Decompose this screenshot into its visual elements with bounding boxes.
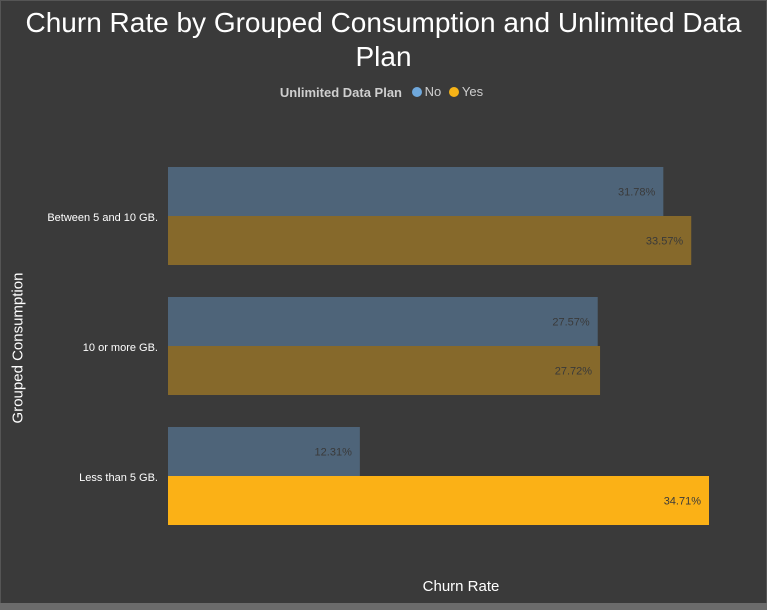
bar[interactable] xyxy=(168,216,692,265)
chart-title: Churn Rate by Grouped Consumption and Un… xyxy=(25,7,742,72)
bar[interactable] xyxy=(168,476,709,525)
legend-dot-yes-icon xyxy=(448,86,459,97)
data-label: 31.78% xyxy=(618,187,656,199)
y-axis-label: Grouped Consumption xyxy=(9,272,27,424)
bar[interactable] xyxy=(168,427,360,476)
data-label: 27.72% xyxy=(555,366,593,378)
legend-item-yes[interactable]: Yes xyxy=(448,84,484,99)
legend-title: Unlimited Data Plan xyxy=(279,84,402,100)
bar[interactable] xyxy=(168,297,598,346)
bar[interactable] xyxy=(168,167,664,216)
y-tick-label: Less than 5 GB. xyxy=(79,472,158,484)
y-tick-label: 10 or more GB. xyxy=(83,342,158,354)
legend: Unlimited Data Plan No Yes xyxy=(0,84,767,100)
data-label: 33.57% xyxy=(646,236,684,248)
legend-label-no: No xyxy=(424,84,442,99)
legend-item-no[interactable]: No xyxy=(411,84,442,99)
legend-dot-no-icon xyxy=(411,86,422,97)
data-label: 27.57% xyxy=(552,317,590,329)
x-axis-label: Churn Rate xyxy=(422,578,500,595)
data-label: 34.71% xyxy=(664,496,702,508)
bar[interactable] xyxy=(168,346,601,395)
y-tick-label: Between 5 and 10 GB. xyxy=(47,212,158,224)
data-label: 12.31% xyxy=(315,447,353,459)
legend-label-yes: Yes xyxy=(461,84,484,99)
bottom-scroll-strip xyxy=(0,603,767,610)
